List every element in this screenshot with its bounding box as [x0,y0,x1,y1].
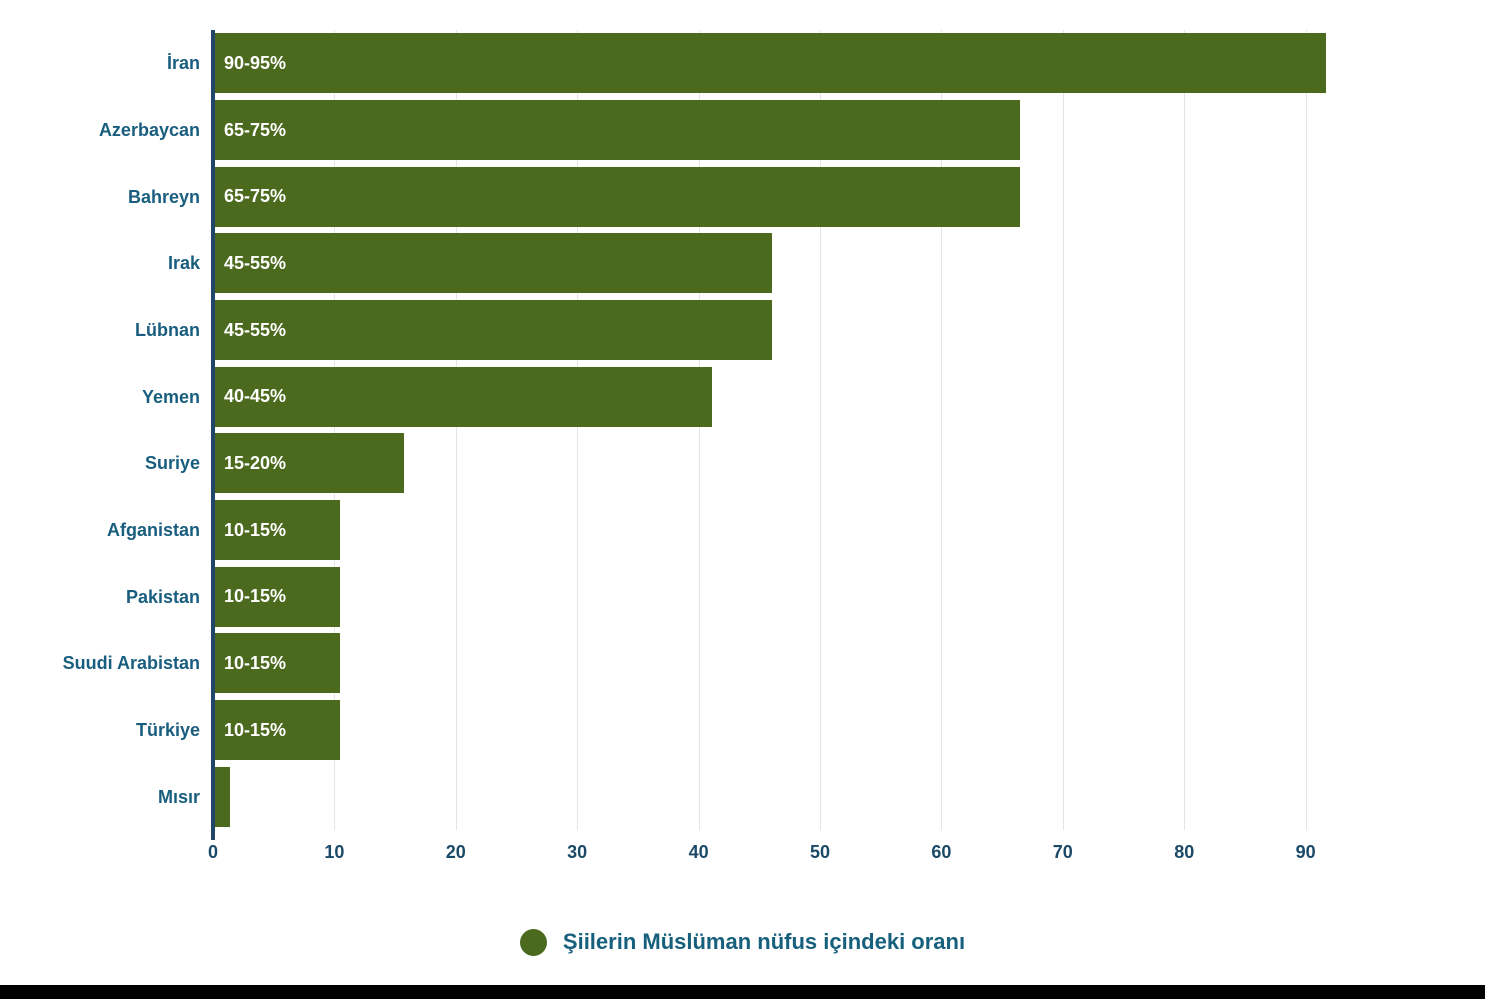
bar: 45-55% [215,233,773,294]
category-label: Azerbaycan [98,120,200,140]
bar [215,766,230,827]
bar-value-label: 45-55% [224,319,287,340]
gridline [1062,30,1064,830]
gridline [455,30,457,830]
bar-value-label: 10-15% [224,652,287,673]
bar-value-label: 45-55% [224,252,287,273]
bar: 40-45% [215,366,712,427]
x-tick-label: 50 [809,842,831,862]
bar-value-label: 65-75% [224,119,287,140]
bar-value-label: 65-75% [224,186,287,207]
gridline [820,30,821,830]
bar: 10-15% [215,500,341,560]
category-label: Bahreyn [127,186,200,207]
category-label: Türkiye [135,720,200,740]
x-tick-label: 30 [567,842,588,862]
bar-value-label: 10-15% [224,519,287,540]
category-label: Irak [167,253,200,274]
legend-circle-icon [519,928,547,956]
gridline [1305,30,1307,830]
bar: 10-15% [215,633,341,694]
gridline [941,30,943,830]
x-axis: 0 10 20 30 40 50 60 70 80 90 [0,842,1485,872]
bar: 15-20% [215,433,405,494]
bar-value-label: 10-15% [224,719,287,740]
bar: 45-55% [215,300,773,360]
gridline [1184,30,1186,830]
x-tick-label: 0 [207,842,219,862]
x-tick-label: 70 [1052,842,1073,862]
gridline [334,30,336,830]
category-label: Yemen [141,386,200,407]
category-label: Suudi Arabistan [62,653,200,674]
gridline [698,30,700,830]
legend: Şiilerin Müslüman nüfus içindeki oranı [0,922,1485,962]
bar: 65-75% [215,166,1020,227]
category-axis: İran Azerbaycan Bahreyn Irak Lübnan Yemen Suri… [0,30,200,830]
gridline [577,30,579,830]
x-tick-label: 60 [931,842,952,862]
category-label: Mısır [157,786,200,807]
bottom-black-strip [0,985,1485,999]
category-label: İran [166,53,200,74]
bar: 10-15% [215,566,341,627]
x-tick-label: 90 [1295,842,1316,862]
bar: 90-95% [215,33,1326,94]
bar: 10-15% [215,700,341,760]
bar: 65-75% [215,100,1020,160]
bar-value-label: 90-95% [224,52,287,73]
category-label: Pakistan [125,586,200,607]
x-tick-label: 10 [324,842,345,862]
bar-value-label: 15-20% [224,452,287,473]
x-tick-label: 40 [688,842,709,862]
y-axis-line [211,30,215,840]
bar-value-label: 10-15% [224,586,287,607]
bar-value-label: 40-45% [224,386,287,407]
category-label: Lübnan [135,320,200,340]
x-tick-label: 20 [445,842,466,862]
legend-label: Şiilerin Müslüman nüfus içindeki oranı [562,929,966,954]
x-tick-label: 80 [1174,842,1195,862]
plot-area: 90-95% 65-75% 65-75% 45-55% 45-55% 40-45% 15-2… [211,30,1461,840]
category-label: Suriye [144,453,200,474]
category-label: Afganistan [106,520,200,540]
